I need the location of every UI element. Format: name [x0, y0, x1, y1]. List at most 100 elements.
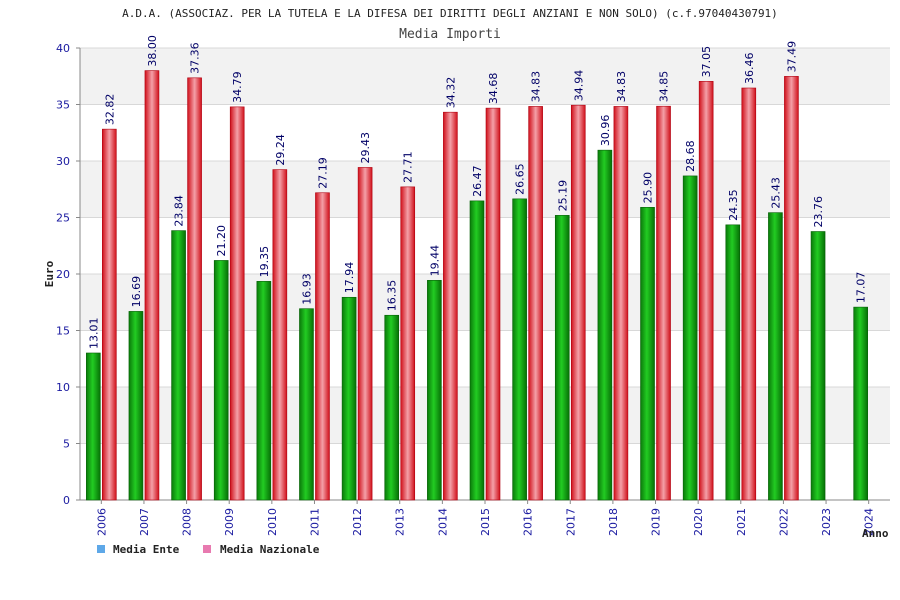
data-label: 29.43: [359, 132, 372, 164]
data-label: 13.01: [87, 317, 100, 349]
bar-media-ente: [213, 260, 229, 501]
x-tick-label: 2022: [777, 508, 790, 536]
y-tick-label: 30: [56, 155, 70, 168]
data-label: 34.32: [444, 77, 457, 109]
bars: [86, 70, 868, 501]
data-label: 37.36: [189, 42, 202, 74]
data-label: 23.76: [812, 196, 825, 228]
x-tick-label: 2020: [692, 508, 705, 536]
bar-media-ente: [512, 198, 527, 501]
x-tick-label: 2018: [607, 508, 620, 536]
data-label: 25.43: [769, 177, 782, 209]
data-label: 26.47: [471, 165, 484, 197]
data-label: 27.71: [402, 151, 415, 183]
data-label: 38.00: [146, 35, 159, 67]
data-label: 34.79: [231, 71, 244, 102]
x-tick-label: 2019: [650, 508, 663, 536]
x-tick-label: 2011: [308, 508, 321, 536]
y-tick-label: 25: [56, 212, 70, 225]
legend-label-media-ente: Media Ente: [113, 543, 180, 556]
bar-media-ente: [256, 281, 272, 501]
bar-media-nazionale: [613, 106, 629, 501]
x-tick-label: 2010: [266, 508, 279, 536]
legend-swatch-media-nazionale: [203, 545, 211, 553]
legend-swatch-media-ente: [97, 545, 105, 553]
bar-media-ente: [640, 207, 655, 501]
y-tick-label: 15: [56, 325, 70, 338]
bar-media-nazionale: [485, 107, 501, 501]
data-label: 17.07: [855, 272, 868, 304]
x-tick-label: 2023: [820, 508, 833, 536]
data-label: 34.83: [530, 71, 543, 103]
bar-media-ente: [469, 200, 485, 501]
chart-subtitle: Media Importi: [399, 27, 501, 42]
x-tick-label: 2006: [95, 508, 108, 536]
data-label: 16.93: [300, 273, 313, 305]
bar-media-nazionale: [187, 77, 202, 501]
bar-media-nazionale: [570, 104, 586, 501]
bar-media-nazionale: [272, 169, 288, 501]
data-label: 21.20: [215, 225, 228, 256]
bar-media-ente: [341, 296, 357, 501]
bar-media-nazionale: [144, 70, 160, 501]
bar-media-ente: [725, 224, 741, 501]
bar-media-ente: [597, 149, 613, 501]
y-tick-label: 40: [56, 42, 70, 55]
data-label: 34.85: [658, 71, 671, 103]
bar-media-ente: [86, 352, 101, 501]
bar-media-ente: [682, 175, 698, 501]
data-label: 29.24: [274, 134, 287, 166]
x-tick-label: 2015: [479, 508, 492, 536]
data-label: 23.84: [173, 195, 186, 227]
x-axis-ticks: 2006 2007 2008 2009 2010 2011 2012 2013 2014 2015…: [95, 500, 876, 536]
bar-media-ente: [171, 230, 186, 501]
bar-media-ente: [384, 314, 400, 501]
x-tick-label: 2013: [394, 508, 407, 536]
legend-label-media-nazionale: Media Nazionale: [220, 543, 320, 556]
y-tick-label: 35: [56, 99, 70, 112]
data-label: 17.94: [343, 262, 356, 294]
x-tick-label: 2017: [564, 508, 577, 536]
y-tick-label: 5: [63, 438, 70, 451]
data-label: 30.96: [599, 115, 612, 147]
legend: Media Ente Media Nazionale: [97, 543, 320, 556]
x-tick-label: 2014: [436, 508, 449, 536]
data-labels: 13.01 32.82 16.69 38.00 23.84 37.36 21.20 34.79…: [87, 35, 867, 349]
y-tick-label: 10: [56, 381, 70, 394]
bar-media-nazionale: [656, 105, 671, 501]
x-tick-label: 2016: [522, 508, 535, 536]
bar-media-nazionale: [443, 111, 458, 501]
bar-media-nazionale: [741, 87, 757, 501]
y-tick-label: 0: [63, 494, 70, 507]
x-tick-label: 2009: [223, 508, 236, 536]
data-label: 19.44: [428, 245, 441, 277]
bar-media-ente: [810, 231, 826, 501]
x-tick-label: 2012: [351, 508, 364, 536]
data-label: 36.46: [743, 53, 756, 85]
x-tick-label: 2007: [138, 508, 151, 536]
data-label: 16.69: [130, 276, 143, 308]
bar-media-nazionale: [229, 106, 245, 501]
chart-title: A.D.A. (ASSOCIAZ. PER LA TUTELA E LA DIF…: [122, 7, 778, 20]
data-label: 27.19: [316, 157, 329, 189]
data-label: 24.35: [727, 189, 740, 221]
data-label: 25.19: [556, 180, 569, 212]
data-label: 32.82: [103, 94, 116, 126]
data-label: 26.65: [514, 163, 527, 195]
bar-media-nazionale: [357, 167, 373, 501]
bar-media-nazionale: [784, 76, 799, 501]
x-tick-label: 2024: [863, 508, 876, 536]
data-label: 19.35: [258, 246, 271, 278]
bar-media-ente: [768, 212, 783, 501]
bar-media-nazionale: [102, 128, 117, 501]
data-label: 37.49: [785, 41, 798, 73]
x-tick-label: 2008: [181, 508, 194, 536]
data-label: 34.83: [615, 71, 628, 103]
bar-media-nazionale: [528, 106, 543, 501]
bar-media-ente: [853, 306, 868, 501]
data-label: 16.35: [386, 280, 399, 312]
data-label: 25.90: [642, 172, 655, 204]
data-label: 34.94: [572, 70, 585, 102]
bar-media-nazionale: [400, 186, 416, 501]
